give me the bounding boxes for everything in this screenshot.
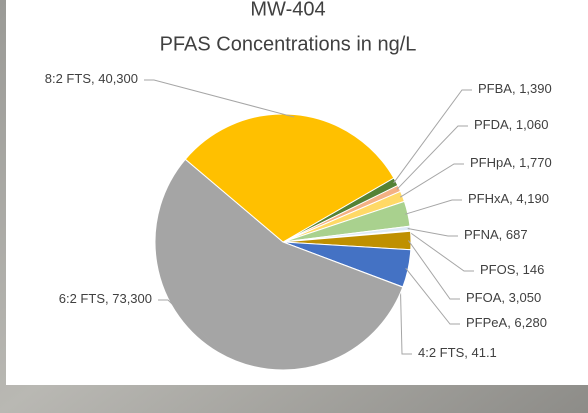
label-value: 73,300 bbox=[112, 291, 152, 306]
label-separator: , bbox=[464, 345, 471, 360]
data-label: PFOS, 146 bbox=[480, 262, 544, 277]
label-separator: , bbox=[509, 191, 516, 206]
label-category: PFOS bbox=[480, 262, 516, 277]
data-label: PFHpA, 1,770 bbox=[470, 155, 552, 170]
label-category: PFDA bbox=[474, 117, 509, 132]
label-category: PFOA bbox=[466, 290, 502, 305]
label-separator: , bbox=[509, 117, 516, 132]
data-label: 4:2 FTS, 41.1 bbox=[418, 345, 497, 360]
data-label: 6:2 FTS, 73,300 bbox=[59, 291, 152, 306]
label-separator: , bbox=[501, 290, 508, 305]
label-category: PFHxA bbox=[468, 191, 510, 206]
data-label: PFPeA, 6,280 bbox=[466, 315, 547, 330]
data-label: PFHxA, 4,190 bbox=[468, 191, 549, 206]
data-label: PFBA, 1,390 bbox=[478, 81, 552, 96]
label-separator: , bbox=[512, 81, 519, 96]
label-category: 8:2 FTS bbox=[45, 71, 92, 86]
label-separator: , bbox=[507, 315, 514, 330]
label-value: 1,060 bbox=[516, 117, 549, 132]
label-value: 1,390 bbox=[519, 81, 552, 96]
label-category: PFNA bbox=[464, 227, 499, 242]
label-value: 146 bbox=[523, 262, 545, 277]
label-separator: , bbox=[105, 291, 112, 306]
chart-subtitle: PFAS Concentrations in ng/L bbox=[160, 33, 417, 55]
label-value: 1,770 bbox=[519, 155, 552, 170]
chart-title: MW-404 bbox=[250, 0, 325, 20]
label-separator: , bbox=[512, 155, 519, 170]
data-label: PFDA, 1,060 bbox=[474, 117, 548, 132]
page: MW-404 PFAS Concentrations in ng/L PFBA,… bbox=[0, 0, 588, 413]
label-separator: , bbox=[499, 227, 506, 242]
data-label: PFNA, 687 bbox=[464, 227, 528, 242]
label-value: 40,300 bbox=[98, 71, 138, 86]
label-category: PFHpA bbox=[470, 155, 512, 170]
label-category: 6:2 FTS bbox=[59, 291, 106, 306]
label-separator: , bbox=[91, 71, 98, 86]
data-label: 8:2 FTS, 40,300 bbox=[45, 71, 138, 86]
label-value: 687 bbox=[506, 227, 528, 242]
label-separator: , bbox=[515, 262, 522, 277]
label-value: 41.1 bbox=[471, 345, 496, 360]
data-label: PFOA, 3,050 bbox=[466, 290, 541, 305]
label-category: PFBA bbox=[478, 81, 512, 96]
chart: MW-404 PFAS Concentrations in ng/L PFBA,… bbox=[0, 0, 588, 413]
label-value: 6,280 bbox=[514, 315, 547, 330]
label-category: PFPeA bbox=[466, 315, 508, 330]
label-value: 3,050 bbox=[509, 290, 542, 305]
label-value: 4,190 bbox=[516, 191, 549, 206]
label-category: 4:2 FTS bbox=[418, 345, 465, 360]
